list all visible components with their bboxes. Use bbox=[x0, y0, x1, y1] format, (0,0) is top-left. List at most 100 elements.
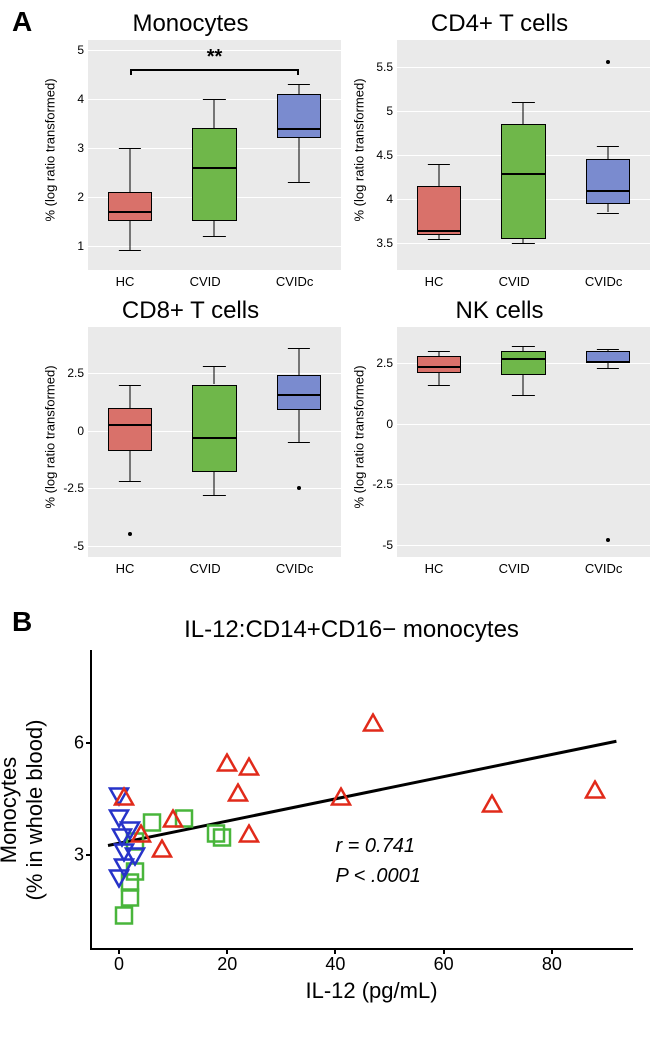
scatter-point bbox=[227, 783, 249, 808]
box-whisker bbox=[271, 327, 327, 557]
box-whisker bbox=[411, 40, 467, 270]
scatter-xlabel: IL-12 (pg/mL) bbox=[90, 978, 653, 1004]
outlier-point bbox=[606, 60, 610, 64]
y-tick-label: 2 bbox=[77, 190, 88, 204]
y-tick-label: 4 bbox=[386, 192, 397, 206]
panel-b-letter: B bbox=[12, 606, 32, 638]
plot-area: -5-2.502.5 bbox=[397, 327, 650, 557]
boxplot-cell: NK cells % (log ratio transformed) -5-2.50… bbox=[349, 297, 650, 576]
x-tick-label: CVIDc bbox=[585, 274, 623, 289]
panel-a: A Monocytes% (log ratio transformed)1234… bbox=[10, 10, 653, 576]
box bbox=[108, 192, 153, 221]
scatter-point bbox=[584, 779, 606, 804]
x-labels: HCCVIDCVIDc bbox=[397, 274, 650, 289]
x-tick-label: HC bbox=[116, 561, 135, 576]
box-whisker bbox=[580, 327, 636, 557]
y-tick-label: -2.5 bbox=[63, 481, 88, 495]
x-tick-label: CVIDc bbox=[276, 561, 314, 576]
x-labels: HC CVID CVIDc bbox=[88, 274, 341, 289]
plot-area: 3.544.555.5 bbox=[397, 40, 650, 270]
scatter-point bbox=[362, 712, 384, 737]
y-tick-label: 6 bbox=[74, 733, 92, 754]
y-tick-label: 0 bbox=[77, 424, 88, 438]
scatter-point bbox=[216, 753, 238, 778]
scatter-point bbox=[238, 824, 260, 849]
box-whisker bbox=[580, 40, 636, 270]
x-labels: HCCVIDCVIDc bbox=[397, 561, 650, 576]
y-tick-label: -5 bbox=[382, 538, 397, 552]
median-line bbox=[586, 361, 631, 363]
scatter-title: IL-12:CD14+CD16− monocytes bbox=[50, 616, 653, 644]
median-line bbox=[108, 424, 153, 426]
box bbox=[108, 408, 153, 452]
boxplot-title: NK cells bbox=[349, 297, 650, 325]
plot-area: 12345** bbox=[88, 40, 341, 270]
median-line bbox=[417, 230, 462, 232]
box-whisker bbox=[496, 40, 552, 270]
panel-b: B IL-12:CD14+CD16− monocytes Monocytes (… bbox=[10, 616, 653, 1004]
y-tick-label: 4 bbox=[77, 92, 88, 106]
scatter-ylabel: Monocytes (% in whole blood) bbox=[0, 720, 48, 901]
median-line bbox=[501, 173, 546, 175]
box-whisker bbox=[496, 327, 552, 557]
y-axis-label: % (log ratio transformed) bbox=[43, 365, 58, 508]
median-line bbox=[192, 167, 237, 169]
box-whisker bbox=[187, 327, 243, 557]
y-axis-label: % (log ratio transformed) bbox=[352, 365, 367, 508]
scatter-ylabel-line2: (% in whole blood) bbox=[22, 720, 47, 901]
y-tick-label: 1 bbox=[77, 239, 88, 253]
boxplot-grid: Monocytes% (log ratio transformed)12345*… bbox=[40, 10, 650, 576]
box bbox=[417, 186, 462, 235]
boxplot-cell: Monocytes% (log ratio transformed)12345*… bbox=[40, 10, 341, 289]
x-labels: HC CVID CVIDc bbox=[88, 561, 341, 576]
y-tick-label: 3 bbox=[77, 141, 88, 155]
median-line bbox=[277, 394, 322, 396]
median-line bbox=[192, 437, 237, 439]
outlier-point bbox=[297, 486, 301, 490]
scatter-point bbox=[481, 794, 503, 819]
median-line bbox=[586, 190, 631, 192]
y-axis-label: % (log ratio transformed) bbox=[43, 78, 58, 221]
y-tick-label: 5 bbox=[77, 43, 88, 57]
box bbox=[586, 159, 631, 203]
x-tick-label: 40 bbox=[325, 954, 345, 975]
scatter-plot-area: 02040608036r = 0.741P < .0001 bbox=[90, 650, 633, 950]
scatter-point bbox=[108, 868, 130, 893]
scatter-point bbox=[113, 787, 135, 812]
outlier-point bbox=[606, 538, 610, 542]
median-line bbox=[417, 366, 462, 368]
y-tick-label: 3.5 bbox=[376, 236, 397, 250]
x-tick-label: CVID bbox=[190, 274, 221, 289]
x-tick-label: CVIDc bbox=[585, 561, 623, 576]
median-line bbox=[108, 211, 153, 213]
scatter-point bbox=[212, 827, 232, 852]
y-tick-label: 3 bbox=[74, 844, 92, 865]
x-tick-label: 80 bbox=[542, 954, 562, 975]
scatter-point bbox=[130, 824, 152, 849]
y-tick-label: 2.5 bbox=[67, 366, 88, 380]
x-tick-label: HC bbox=[425, 274, 444, 289]
box bbox=[277, 375, 322, 410]
boxplot-cell: CD4+ T cells% (log ratio transformed)3.5… bbox=[349, 10, 650, 289]
y-tick-label: 5.5 bbox=[376, 60, 397, 74]
box-whisker bbox=[411, 327, 467, 557]
scatter-ylabel-line1: Monocytes bbox=[0, 757, 21, 863]
median-line bbox=[501, 358, 546, 360]
boxplot-cell: CD8+ T cells% (log ratio transformed)-5-… bbox=[40, 297, 341, 576]
outlier-point bbox=[128, 532, 132, 536]
y-tick-label: 4.5 bbox=[376, 148, 397, 162]
box bbox=[192, 385, 237, 472]
x-tick-label: CVID bbox=[190, 561, 221, 576]
y-tick-label: -2.5 bbox=[372, 477, 397, 491]
x-tick-label: CVIDc bbox=[276, 274, 314, 289]
x-tick-label: 20 bbox=[217, 954, 237, 975]
scatter-point bbox=[238, 757, 260, 782]
y-tick-label: -5 bbox=[73, 539, 88, 553]
scatter-point bbox=[124, 846, 146, 871]
significance-bar bbox=[130, 69, 299, 75]
box bbox=[192, 128, 237, 221]
stats-p: P < .0001 bbox=[335, 865, 420, 888]
x-tick-label: HC bbox=[116, 274, 135, 289]
scatter-point bbox=[162, 809, 184, 834]
box bbox=[501, 124, 546, 239]
